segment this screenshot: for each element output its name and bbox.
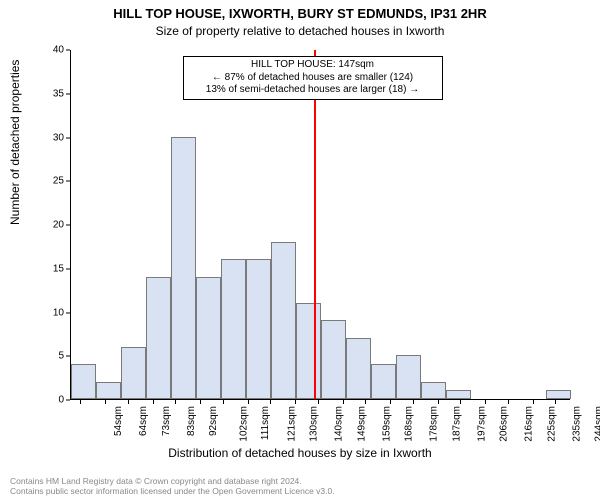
histogram-bar bbox=[196, 277, 221, 400]
y-tick-mark bbox=[66, 181, 70, 182]
x-tick-mark bbox=[365, 400, 366, 404]
y-tick-mark bbox=[66, 225, 70, 226]
x-tick-mark bbox=[555, 400, 556, 404]
x-tick-mark bbox=[223, 400, 224, 404]
histogram-bar bbox=[146, 277, 171, 400]
x-tick-mark bbox=[343, 400, 344, 404]
chart-title: HILL TOP HOUSE, IXWORTH, BURY ST EDMUNDS… bbox=[0, 6, 600, 21]
x-tick-label: 121sqm bbox=[286, 406, 297, 442]
histogram-bar bbox=[396, 355, 421, 399]
y-tick-label: 25 bbox=[0, 176, 64, 187]
x-tick-label: 168sqm bbox=[404, 406, 415, 442]
x-tick-label: 54sqm bbox=[113, 406, 124, 436]
x-tick-label: 140sqm bbox=[334, 406, 345, 442]
x-tick-label: 216sqm bbox=[524, 406, 535, 442]
x-tick-label: 235sqm bbox=[571, 406, 582, 442]
annotation-box: HILL TOP HOUSE: 147sqm ← 87% of detached… bbox=[183, 56, 443, 100]
histogram-bar bbox=[221, 259, 246, 399]
x-tick-mark bbox=[533, 400, 534, 404]
y-tick-label: 30 bbox=[0, 132, 64, 143]
y-tick-mark bbox=[66, 312, 70, 313]
x-tick-label: 102sqm bbox=[239, 406, 250, 442]
x-tick-mark bbox=[460, 400, 461, 404]
x-tick-mark bbox=[390, 400, 391, 404]
histogram-bar bbox=[371, 364, 396, 399]
y-tick-label: 5 bbox=[0, 351, 64, 362]
annotation-line-1: HILL TOP HOUSE: 147sqm bbox=[190, 59, 436, 72]
y-tick-label: 20 bbox=[0, 220, 64, 231]
x-tick-label: 206sqm bbox=[499, 406, 510, 442]
credit-line-2: Contains public sector information licen… bbox=[10, 486, 590, 496]
x-tick-mark bbox=[270, 400, 271, 404]
x-tick-label: 244sqm bbox=[594, 406, 600, 442]
y-tick-mark bbox=[66, 50, 70, 51]
x-tick-mark bbox=[318, 400, 319, 404]
credit-line-1: Contains HM Land Registry data © Crown c… bbox=[10, 476, 590, 486]
histogram-bar bbox=[321, 320, 346, 399]
y-tick-label: 15 bbox=[0, 263, 64, 274]
x-tick-label: 149sqm bbox=[356, 406, 367, 442]
y-tick-label: 40 bbox=[0, 45, 64, 56]
x-tick-label: 197sqm bbox=[476, 406, 487, 442]
histogram-bar bbox=[246, 259, 271, 399]
histogram-bar bbox=[421, 382, 446, 400]
x-tick-mark bbox=[175, 400, 176, 404]
x-tick-mark bbox=[105, 400, 106, 404]
y-tick-mark bbox=[66, 356, 70, 357]
x-tick-mark bbox=[153, 400, 154, 404]
x-axis-label: Distribution of detached houses by size … bbox=[0, 446, 600, 460]
x-tick-mark bbox=[413, 400, 414, 404]
y-tick-mark bbox=[66, 93, 70, 94]
credit-text: Contains HM Land Registry data © Crown c… bbox=[10, 476, 590, 496]
x-tick-label: 178sqm bbox=[429, 406, 440, 442]
x-tick-label: 73sqm bbox=[161, 406, 172, 436]
x-tick-mark bbox=[485, 400, 486, 404]
x-tick-label: 225sqm bbox=[546, 406, 557, 442]
x-tick-label: 130sqm bbox=[309, 406, 320, 442]
annotation-line-2: ← 87% of detached houses are smaller (12… bbox=[190, 72, 436, 85]
x-tick-label: 111sqm bbox=[260, 406, 271, 440]
y-tick-mark bbox=[66, 400, 70, 401]
histogram-bar bbox=[296, 303, 321, 399]
y-tick-mark bbox=[66, 268, 70, 269]
x-tick-mark bbox=[508, 400, 509, 404]
x-tick-label: 187sqm bbox=[451, 406, 462, 442]
histogram-bar bbox=[546, 390, 571, 399]
histogram-bar bbox=[446, 390, 471, 399]
histogram-bar bbox=[71, 364, 96, 399]
y-tick-label: 10 bbox=[0, 307, 64, 318]
histogram-bar bbox=[171, 137, 196, 400]
histogram-bar bbox=[121, 347, 146, 400]
x-tick-mark bbox=[438, 400, 439, 404]
plot-area bbox=[70, 50, 570, 400]
chart-subtitle: Size of property relative to detached ho… bbox=[0, 24, 600, 38]
x-tick-label: 92sqm bbox=[208, 406, 219, 436]
x-tick-mark bbox=[128, 400, 129, 404]
histogram-bar bbox=[96, 382, 121, 400]
annotation-line-3: 13% of semi-detached houses are larger (… bbox=[190, 84, 436, 97]
x-tick-label: 83sqm bbox=[186, 406, 197, 436]
y-tick-label: 0 bbox=[0, 395, 64, 406]
x-tick-label: 64sqm bbox=[138, 406, 149, 436]
x-tick-mark bbox=[295, 400, 296, 404]
marker-line bbox=[315, 50, 316, 399]
x-tick-mark bbox=[200, 400, 201, 404]
x-tick-mark bbox=[248, 400, 249, 404]
histogram-bar bbox=[271, 242, 296, 400]
histogram-bar bbox=[346, 338, 371, 399]
x-tick-mark bbox=[80, 400, 81, 404]
y-tick-label: 35 bbox=[0, 88, 64, 99]
x-tick-label: 159sqm bbox=[381, 406, 392, 442]
y-tick-mark bbox=[66, 137, 70, 138]
